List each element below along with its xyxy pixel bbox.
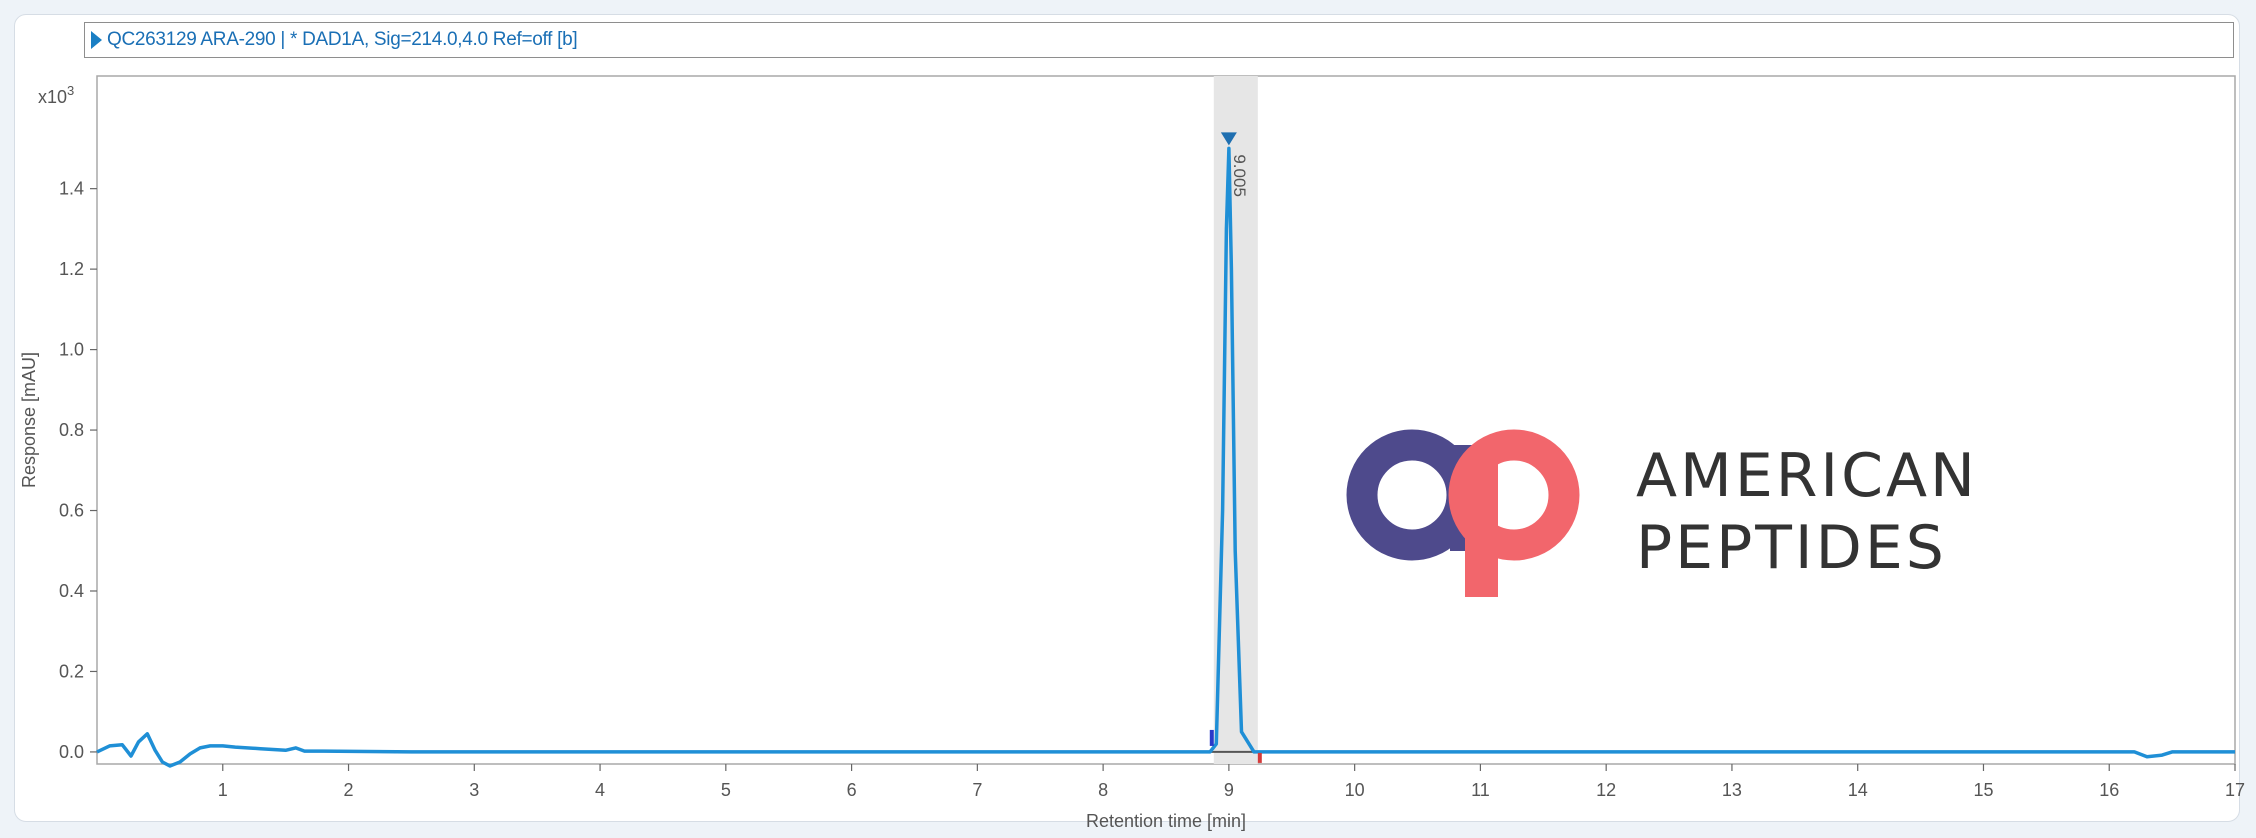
brand-line-2: PEPTIDES (1636, 513, 1947, 583)
x-tick-label: 8 (1098, 780, 1108, 800)
x-tick-label: 13 (1722, 780, 1742, 800)
x-tick-label: 6 (847, 780, 857, 800)
x-tick-label: 15 (1973, 780, 1993, 800)
chromatogram-trace (96, 146, 2235, 768)
x-tick-label: 12 (1596, 780, 1616, 800)
logo-letter-p (1448, 429, 1580, 561)
plot-area-frame (96, 75, 2236, 765)
x-tick-label: 4 (595, 780, 605, 800)
x-tick-label: 10 (1345, 780, 1365, 800)
expand-triangle-icon[interactable] (91, 31, 102, 49)
brand-line-1: AMERICAN (1636, 441, 1978, 511)
x-axis-label: Retention time [min] (1086, 811, 1246, 831)
y-tick-label: 0.2 (59, 661, 84, 681)
y-multiplier-label: x103 (38, 83, 74, 107)
y-tick-label: 1.2 (59, 259, 84, 279)
y-tick-label: 0.4 (59, 581, 84, 601)
peak-end-marker (1257, 752, 1262, 763)
y-tick-label: 1.0 (59, 340, 84, 360)
y-tick-label: 0.0 (59, 742, 84, 762)
peak-highlight-band (1213, 76, 1258, 764)
y-tick-label: 0.8 (59, 420, 84, 440)
peak-start-marker (1209, 729, 1214, 746)
x-tick-label: 7 (972, 780, 982, 800)
x-tick-label: 16 (2099, 780, 2119, 800)
peak-apex-marker (1220, 132, 1237, 146)
x-tick-label: 3 (469, 780, 479, 800)
y-tick-label: 0.6 (59, 501, 84, 521)
peak-retention-label: 9.005 (1230, 154, 1249, 197)
x-tick-label: 17 (2225, 780, 2245, 800)
y-axis-label: Response [mAU] (19, 352, 39, 488)
signal-title: QC263129 ARA-290 | * DAD1A, Sig=214.0,4.… (107, 29, 578, 50)
ap-monogram-icon (1346, 429, 1580, 597)
x-tick-label: 11 (1471, 780, 1490, 800)
y-tick-label: 1.4 (59, 179, 84, 199)
x-tick-label: 5 (721, 780, 731, 800)
signal-title-bar[interactable]: QC263129 ARA-290 | * DAD1A, Sig=214.0,4.… (84, 22, 2234, 58)
x-tick-label: 9 (1224, 780, 1234, 800)
chromatogram-panel (14, 14, 2240, 822)
x-tick-label: 1 (218, 780, 228, 800)
x-tick-label: 2 (344, 780, 354, 800)
logo-letter-a (1346, 429, 1478, 561)
american-peptides-logo: AMERICAN PEPTIDES (1346, 423, 2026, 597)
x-tick-label: 14 (1848, 780, 1868, 800)
